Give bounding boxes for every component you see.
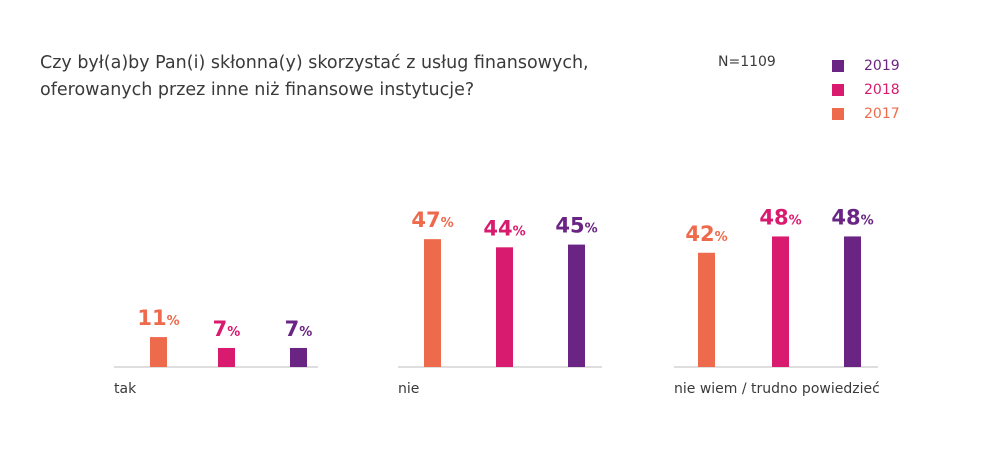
bar-nie-2019 [568,244,585,367]
bar-tak-2019 [290,347,307,367]
bar-tak-2017 [150,337,167,367]
data-label-nie-wiem-trudno-powiedzie-2018: 48% [759,205,801,229]
category-label-nie-wiem-trudno-powiedzie: nie wiem / trudno powiedzieć [674,381,880,397]
bar-tak-2018 [218,347,235,367]
legend-label-2019: 2019 [864,58,900,74]
legend-item-2019: 2019 [832,54,900,78]
bar-nie-2018 [496,247,513,367]
chart-title-line-2: oferowanych przez inne niż finansowe ins… [40,80,475,100]
data-label-nie-2017: 47% [411,208,453,232]
bar-nie-2017 [424,239,441,367]
legend-swatch-2018 [832,84,844,96]
chart-title-line-1: Czy był(a)by Pan(i) skłonna(y) skorzysta… [40,53,589,73]
data-label-nie-wiem-trudno-powiedzie-2019: 48% [831,205,873,229]
data-label-tak-2019: 7% [285,317,313,341]
data-label-tak-2017: 11% [137,306,179,330]
legend-label-2017: 2017 [864,106,900,122]
legend-label-2018: 2018 [864,82,900,98]
data-label-nie-wiem-trudno-powiedzie-2017: 42% [685,222,727,246]
legend-item-2017: 2017 [832,102,900,126]
category-label-tak: tak [114,381,137,397]
data-label-nie-2018: 44% [483,216,525,240]
bar-nie-wiem-trudno-powiedzie-2018 [772,236,789,367]
legend-swatch-2017 [832,108,844,120]
bar-nie-wiem-trudno-powiedzie-2019 [844,236,861,367]
legend-swatch-2019 [832,60,844,72]
legend: 2019 2018 2017 [832,54,900,126]
sample-size: N=1109 [718,54,776,70]
data-label-tak-2018: 7% [213,317,241,341]
chart-title: Czy był(a)by Pan(i) skłonna(y) skorzysta… [40,50,660,104]
bar-nie-wiem-trudno-powiedzie-2017 [698,252,715,367]
category-label-nie: nie [398,381,419,397]
legend-item-2018: 2018 [832,78,900,102]
data-label-nie-2019: 45% [555,214,597,238]
